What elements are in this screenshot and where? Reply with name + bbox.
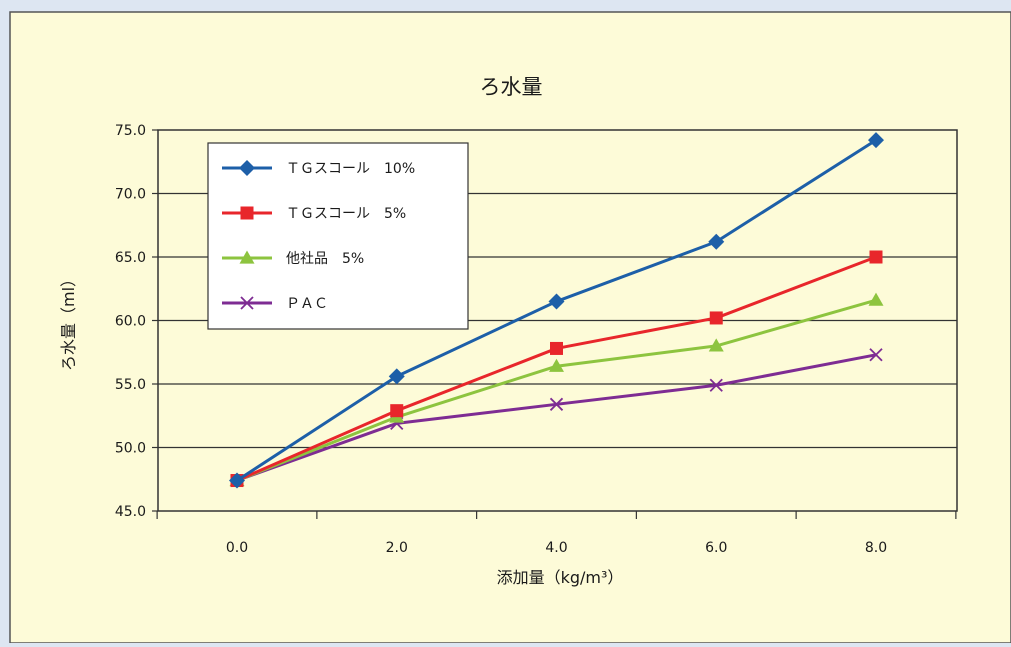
- legend-label: 他社品 5%: [286, 251, 364, 267]
- x-tick-label: 2.0: [386, 540, 408, 556]
- data-point: [549, 397, 564, 411]
- data-point: [548, 293, 565, 310]
- data-point: [709, 378, 723, 392]
- y-tick-label: 55.0: [115, 377, 146, 393]
- series-layer: [229, 132, 884, 489]
- data-point: [549, 358, 564, 372]
- data-point: [708, 233, 725, 250]
- legend-marker: [239, 160, 255, 176]
- legend-marker: [240, 296, 254, 310]
- y-tick-label: 60.0: [115, 314, 146, 330]
- data-point: [869, 250, 883, 264]
- data-point: [709, 311, 723, 325]
- x-axis-label: 添加量（kg/m³）: [497, 568, 624, 587]
- x-tick-label: 8.0: [865, 540, 887, 556]
- y-tick-label: 50.0: [115, 441, 146, 457]
- legend-item: ＰＡＣ: [222, 296, 328, 312]
- y-axis-ticks: 45.0 50.0 55.0 60.0 65.0 70.0 75.0: [115, 123, 158, 520]
- chart-area: [9, 11, 1011, 644]
- data-point: [708, 338, 724, 352]
- x-tick-label: 6.0: [705, 540, 727, 556]
- data-point: [388, 368, 405, 385]
- chart-title: ろ水量: [480, 75, 543, 99]
- legend: ＴＧスコール 10% ＴＧスコール 5% 他社品 5% ＰＡＣ: [207, 142, 469, 330]
- legend-item: ＴＧスコール 5%: [222, 206, 406, 222]
- y-axis-label: ろ水量（ml）: [59, 271, 78, 371]
- x-tick-label: 4.0: [545, 540, 567, 556]
- x-tick-label: 0.0: [226, 540, 248, 556]
- data-point: [390, 404, 404, 418]
- legend-label: ＴＧスコール 5%: [286, 206, 406, 222]
- legend-label: ＴＧスコール 10%: [286, 161, 415, 177]
- data-point: [869, 348, 883, 362]
- data-point: [868, 132, 884, 149]
- legend-label: ＰＡＣ: [286, 296, 328, 312]
- legend-item: 他社品 5%: [222, 250, 364, 267]
- data-point: [229, 472, 245, 489]
- data-point: [868, 292, 884, 306]
- series-1: [229, 132, 884, 489]
- y-tick-label: 75.0: [115, 123, 146, 139]
- x-axis-ticks: 0.0 2.0 4.0 6.0 8.0: [156, 511, 957, 556]
- y-tick-label: 65.0: [115, 250, 146, 266]
- y-tick-label: 45.0: [115, 504, 146, 520]
- legend-item: ＴＧスコール 10%: [222, 160, 415, 177]
- y-tick-label: 70.0: [115, 187, 146, 203]
- legend-marker: [239, 250, 255, 264]
- data-point: [550, 341, 563, 355]
- legend-marker: [240, 206, 254, 220]
